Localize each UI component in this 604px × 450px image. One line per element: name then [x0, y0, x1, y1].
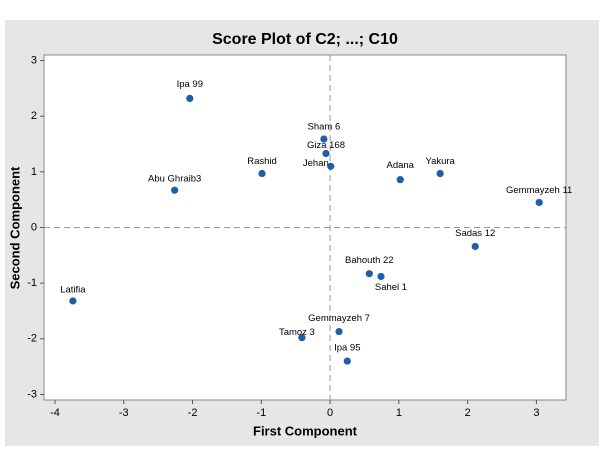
- y-tick-label: 3: [31, 54, 37, 66]
- y-axis-label: Second Component: [7, 166, 22, 289]
- point-label: Rashid: [247, 156, 277, 167]
- x-tick-label: -3: [119, 407, 129, 419]
- x-axis-label: First Component: [253, 423, 358, 438]
- point-label: Jehan: [303, 158, 329, 169]
- point: [327, 162, 335, 170]
- point-label: Ipa 99: [177, 79, 203, 90]
- point: [69, 297, 77, 305]
- point-label: Adana: [387, 160, 415, 171]
- x-tick-label: 0: [327, 407, 333, 419]
- point: [171, 186, 179, 194]
- point-label: Tamoz 3: [279, 327, 315, 338]
- x-tick-label: 3: [533, 407, 539, 419]
- point-label: Latifia: [60, 284, 86, 295]
- point-label: Gemmayzeh 11: [506, 185, 572, 196]
- point: [396, 176, 404, 184]
- point: [436, 169, 444, 178]
- x-tick-label: -1: [256, 407, 266, 419]
- point: [335, 327, 343, 336]
- y-tick-label: 1: [31, 166, 37, 178]
- point-label: Yakura: [425, 156, 455, 167]
- x-tick-label: -2: [188, 407, 198, 419]
- point: [365, 270, 373, 278]
- point: [377, 272, 385, 281]
- y-tick-label: -3: [27, 388, 37, 400]
- point-label: Gemmayzeh 7: [308, 313, 370, 324]
- x-tick-label: 2: [465, 407, 471, 419]
- point-label: Sahel 1: [375, 282, 407, 293]
- point: [343, 357, 351, 365]
- point: [186, 94, 194, 103]
- point-label: Bahouth 22: [345, 255, 394, 266]
- point-label: Sham 6: [308, 122, 341, 133]
- point: [535, 198, 543, 207]
- point-label: Ipa 95: [334, 343, 360, 354]
- point: [320, 135, 328, 143]
- chart-title: Score Plot of C2; ...; C10: [212, 31, 398, 48]
- y-tick-label: -1: [27, 277, 37, 289]
- point: [471, 242, 479, 251]
- point: [258, 169, 266, 178]
- y-tick-label: 2: [31, 110, 37, 122]
- point-label: Sadas 12: [455, 228, 495, 239]
- x-tick-label: 1: [396, 407, 402, 419]
- point-label: Abu Ghraib3: [148, 174, 201, 185]
- point: [322, 149, 330, 158]
- point: [298, 334, 306, 342]
- y-tick-label: 0: [31, 221, 37, 233]
- y-tick-label: -2: [27, 333, 37, 345]
- point-label: Giza 168: [307, 140, 345, 151]
- x-tick-label: -4: [50, 407, 60, 419]
